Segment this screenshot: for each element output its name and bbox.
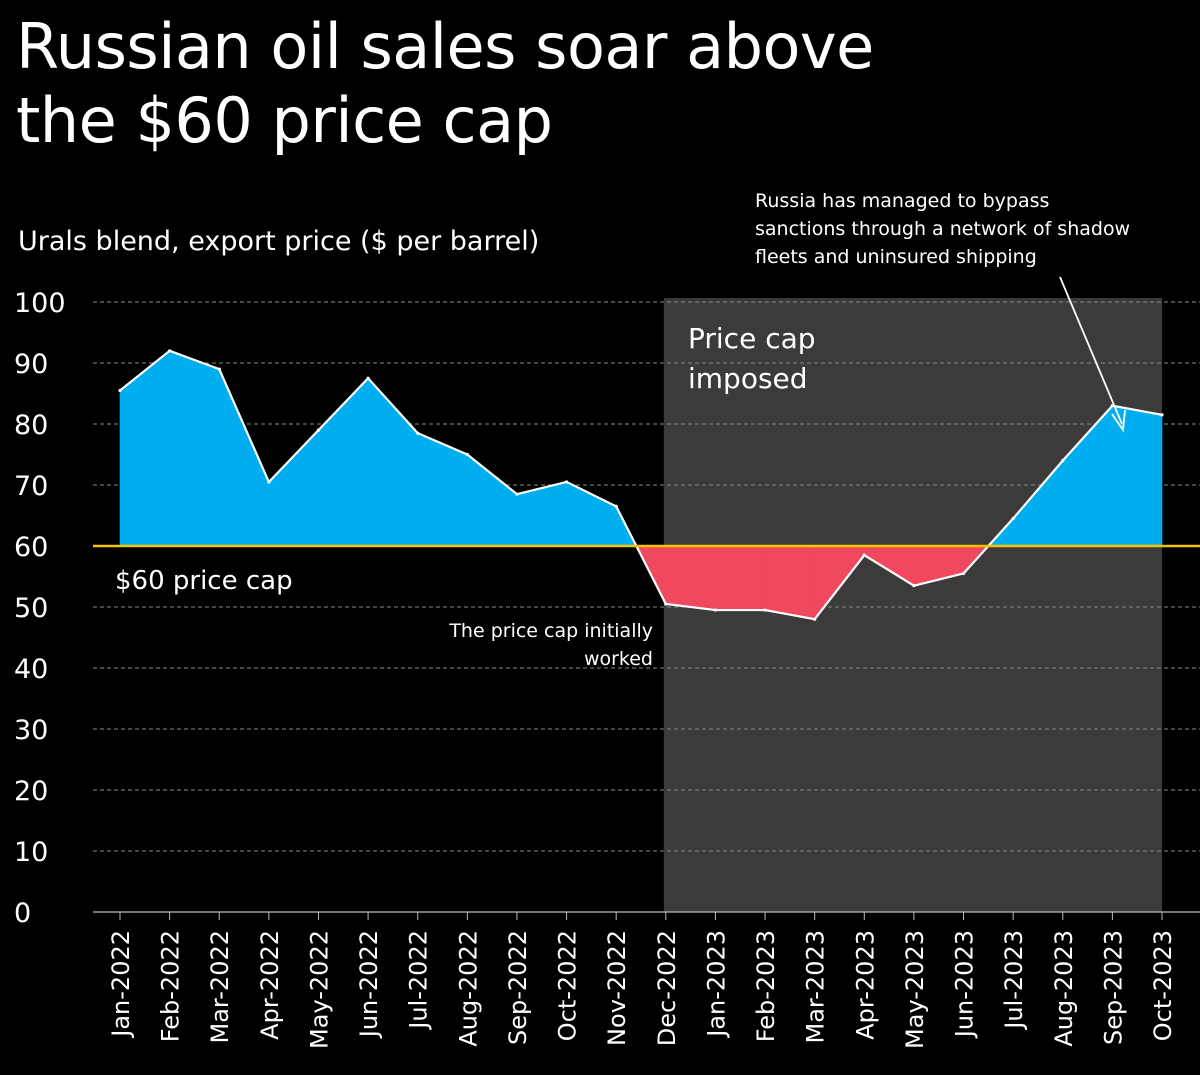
y-tick-label: 0 (14, 898, 31, 929)
x-tick-label: Jul-2022 (405, 930, 433, 1031)
x-tick-label: Aug-2022 (454, 930, 482, 1047)
annotation-arrow-head (1111, 409, 1126, 433)
y-tick-label: 40 (14, 654, 48, 685)
x-tick-label: Nov-2022 (603, 930, 631, 1046)
x-tick-label: Sep-2022 (504, 930, 532, 1045)
annotation-price-cap-worked-line: worked (584, 648, 653, 670)
data-point (763, 608, 767, 612)
x-tick-label: Feb-2023 (752, 930, 780, 1042)
y-tick-label: 10 (14, 837, 48, 868)
annotation-bypass-sanctions-line: fleets and uninsured shipping (755, 246, 1037, 268)
data-point (564, 480, 569, 484)
data-point (862, 553, 866, 557)
x-tick-label: Jun-2023 (951, 930, 979, 1039)
area-segment-above (417, 432, 468, 547)
data-point (465, 452, 469, 457)
title-line-2: the $60 price cap (16, 84, 553, 157)
data-point (1011, 516, 1015, 521)
x-tick-label: Apr-2022 (256, 930, 284, 1040)
x-tick-label: Mar-2022 (206, 930, 234, 1043)
data-point (366, 376, 370, 380)
area-segment-above (566, 481, 617, 547)
x-tick-label: Jan-2022 (107, 930, 135, 1039)
area-segment-below (715, 545, 766, 611)
y-tick-label: 80 (14, 410, 48, 441)
y-axis-label: Urals blend, export price ($ per barrel) (18, 226, 540, 257)
annotation-arrow-line (1059, 276, 1123, 425)
y-tick-label: 100 (14, 288, 66, 319)
data-point (515, 492, 519, 496)
data-point (217, 367, 221, 371)
x-tick-label: Oct-2023 (1149, 930, 1177, 1041)
data-point (813, 617, 817, 621)
title-line-1: Russian oil sales soar above (16, 10, 874, 83)
x-tick-label: May-2023 (901, 930, 929, 1049)
area-segment-above (169, 350, 220, 547)
y-tick-label: 20 (14, 776, 48, 807)
data-point (316, 428, 321, 432)
area-segment-above (367, 377, 419, 547)
x-tick-label: Feb-2022 (157, 930, 185, 1042)
area-segment-above (218, 368, 270, 547)
y-tick-label: 50 (14, 593, 48, 624)
x-tick-label: Dec-2022 (653, 930, 681, 1046)
data-point (168, 349, 172, 353)
y-tick-label: 70 (14, 471, 48, 502)
area-segment-above (467, 453, 518, 547)
x-tick-label: Mar-2023 (802, 930, 830, 1043)
area-segment-below (764, 545, 815, 620)
data-point (416, 431, 420, 435)
x-tick-label: Sep-2023 (1099, 930, 1127, 1045)
x-tick-label: Jul-2023 (1000, 930, 1028, 1031)
y-tick-label: 30 (14, 715, 48, 746)
shaded-region-label-line: Price cap (688, 322, 816, 355)
data-point (664, 602, 668, 606)
x-tick-label: Oct-2022 (554, 930, 582, 1041)
x-tick-label: Aug-2023 (1050, 930, 1078, 1047)
area-segment-below (665, 545, 716, 611)
data-point (267, 480, 271, 484)
x-tick-label: Apr-2023 (851, 930, 879, 1040)
annotation-price-cap-worked-line: The price cap initially (448, 620, 653, 642)
x-tick-label: Jun-2022 (355, 930, 383, 1039)
area-segment-above (268, 429, 319, 547)
area-segment-above (119, 350, 170, 547)
annotation-bypass-sanctions-line: Russia has managed to bypass (755, 190, 1049, 212)
data-point (912, 584, 916, 588)
area-above-cap (119, 350, 1163, 547)
data-point (961, 571, 966, 576)
data-point (1061, 459, 1065, 463)
data-point (713, 608, 718, 612)
annotation-bypass-sanctions-line: sanctions through a network of shadow (755, 218, 1130, 240)
price-cap-label: $60 price cap (115, 566, 293, 596)
x-tick-label: May-2022 (305, 930, 333, 1049)
data-point (1160, 413, 1164, 417)
chart-title: Russian oil sales soar above the $60 pri… (16, 10, 1016, 158)
data-point (614, 504, 618, 508)
y-tick-label: 60 (14, 532, 48, 563)
shaded-region-label-line: imposed (688, 362, 808, 395)
data-point (118, 388, 122, 393)
y-tick-label: 90 (14, 349, 48, 380)
x-tick-label: Jan-2023 (702, 930, 730, 1039)
